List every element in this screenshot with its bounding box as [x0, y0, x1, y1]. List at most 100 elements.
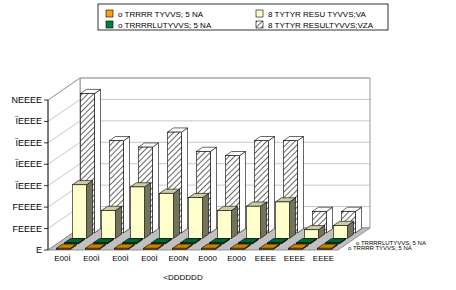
- bar-top: [218, 206, 238, 210]
- bar-front: [276, 202, 290, 238]
- bar: [94, 239, 114, 244]
- bar-front: [305, 230, 319, 239]
- bar-front: [218, 210, 232, 238]
- tick: [44, 164, 48, 165]
- bar: [210, 239, 230, 244]
- category-label: E00N: [168, 254, 188, 263]
- bar-top: [181, 239, 201, 243]
- bar-side: [174, 189, 180, 238]
- bar-side: [269, 137, 275, 233]
- bar-top: [139, 143, 159, 147]
- bar-top: [255, 137, 275, 141]
- category-label: E00Ì: [141, 254, 157, 263]
- bar-top: [110, 137, 130, 141]
- tick: [44, 142, 48, 143]
- bar-top: [144, 244, 164, 248]
- bar-side: [203, 193, 209, 238]
- bar-front: [239, 243, 253, 244]
- bar-side: [232, 206, 238, 238]
- legend-frame: [98, 4, 388, 30]
- bar-top: [131, 183, 151, 187]
- bar-top: [342, 207, 362, 211]
- bar: [202, 244, 222, 249]
- bar-top: [102, 206, 122, 210]
- tick: [44, 228, 48, 229]
- bar-top: [297, 239, 317, 243]
- bar-front: [260, 248, 274, 249]
- bar: [189, 193, 209, 238]
- legend-label: o TRRRR TYVVS; 5 NA: [118, 10, 204, 19]
- bar-front: [247, 206, 261, 238]
- bar: [268, 239, 288, 244]
- bar: [57, 244, 77, 249]
- tick-label: ÏEEEE: [15, 116, 42, 126]
- bar-front: [94, 243, 108, 244]
- bar-top: [160, 189, 180, 193]
- bar-top: [260, 244, 280, 248]
- category-label: EEEE: [313, 254, 334, 263]
- bar-side: [87, 181, 93, 239]
- bar-top: [226, 152, 246, 156]
- bar: [231, 244, 251, 249]
- bar: [289, 244, 309, 249]
- bar: [65, 239, 85, 244]
- bar-side: [298, 137, 304, 233]
- category-label: EEEE: [255, 254, 276, 263]
- bar-side: [116, 206, 122, 238]
- tick-label: FEEEE: [12, 224, 42, 234]
- bar: [131, 183, 151, 239]
- bar-top: [210, 239, 230, 243]
- bar-top: [326, 239, 346, 243]
- chart: EFEEEEFEEEEÏEEEEÏEEEEÏEEEEÏEEEENEEEEE00Ì…: [0, 0, 456, 290]
- legend-label: o TRRRRLUTYVVS; 5 NA: [118, 21, 212, 30]
- bar: [115, 244, 135, 249]
- legend-swatch: [106, 10, 113, 17]
- x-axis-title: <DDDDDD: [163, 273, 203, 282]
- bar-top: [289, 244, 309, 248]
- plot-area: [57, 89, 362, 249]
- bar: [173, 244, 193, 249]
- bar-side: [153, 143, 159, 233]
- bar-top: [173, 244, 193, 248]
- legend-swatch: [106, 21, 113, 28]
- bar-top: [284, 137, 304, 141]
- bar: [102, 206, 122, 238]
- bar-top: [318, 244, 338, 248]
- bar-side: [261, 202, 267, 238]
- bar-top: [81, 89, 101, 93]
- bar-front: [318, 248, 332, 249]
- bar-front: [231, 248, 245, 249]
- bar: [218, 206, 238, 238]
- bar-top: [123, 239, 143, 243]
- bar: [73, 181, 93, 239]
- bar-top: [57, 244, 77, 248]
- legend-label: 8 TYTYR RESU TYVVS;VA: [268, 10, 366, 19]
- y-axis: [48, 100, 49, 250]
- category-label: E00Ì: [112, 254, 128, 263]
- bar-front: [102, 210, 116, 238]
- bar-front: [115, 248, 129, 249]
- bar-top: [231, 244, 251, 248]
- tick-label: ÏEEEE: [15, 138, 42, 148]
- bar-front: [326, 243, 340, 244]
- bar-side: [124, 137, 130, 233]
- category-label: E00Ì: [54, 254, 70, 263]
- tick: [44, 100, 48, 101]
- category-label: E000: [198, 254, 217, 263]
- bar-front: [65, 243, 79, 244]
- bar: [247, 202, 267, 238]
- tick: [44, 185, 48, 186]
- bar-front: [144, 248, 158, 249]
- bar-top: [197, 147, 217, 151]
- bar: [326, 239, 346, 244]
- bar-front: [73, 185, 87, 239]
- legend: o TRRRR TYVVS; 5 NA o TRRRRLUTYVVS; 5 NA 8…: [98, 4, 388, 30]
- bar-top: [168, 128, 188, 132]
- bar-top: [94, 239, 114, 243]
- bar-side: [145, 183, 151, 239]
- bar-top: [86, 244, 106, 248]
- bar-top: [202, 244, 222, 248]
- category-label: E000: [227, 254, 246, 263]
- bar-front: [268, 243, 282, 244]
- bar-side: [95, 89, 101, 232]
